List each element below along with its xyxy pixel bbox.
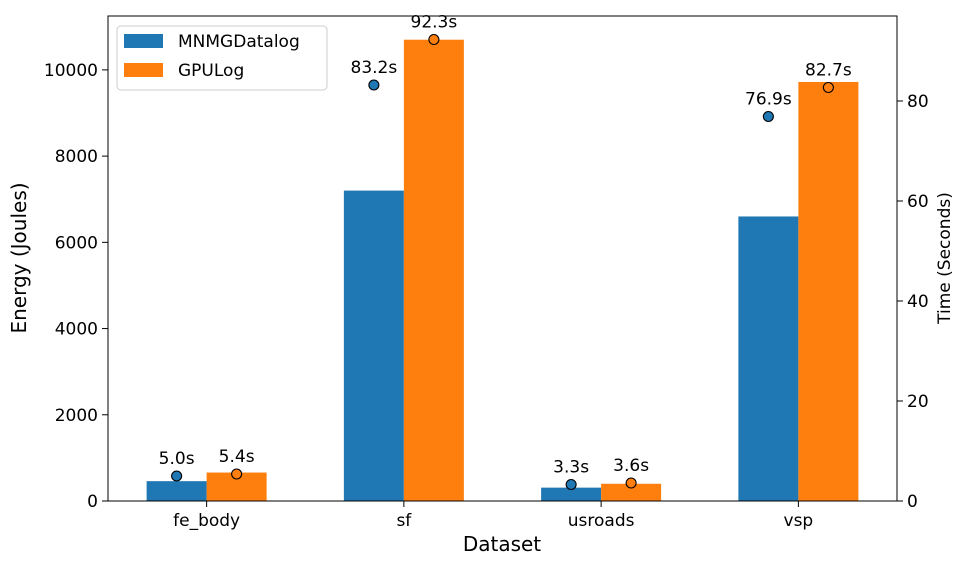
bar-GPULog-vsp xyxy=(798,81,859,502)
time-label-GPULog-sf: 92.3s xyxy=(411,13,458,33)
x-tick-label-usroads: usroads xyxy=(568,511,635,531)
y2-tick-label-20: 20 xyxy=(907,392,929,412)
x-tick-label-fe_body: fe_body xyxy=(173,511,240,531)
time-label-GPULog-fe_body: 5.4s xyxy=(219,447,255,467)
bar-MNMGDatalog-fe_body xyxy=(146,481,207,501)
plot-frame xyxy=(107,15,898,502)
y-tick-label-10000: 10000 xyxy=(44,61,98,81)
bar-MNMGDatalog-sf xyxy=(343,190,404,501)
bars-layer xyxy=(146,39,859,502)
bar-MNMGDatalog-usroads xyxy=(541,487,602,501)
legend-swatch-GPULog xyxy=(124,63,163,77)
time-point-MNMGDatalog-fe_body xyxy=(171,470,183,482)
y2-axis-title: Time (Seconds) xyxy=(935,192,955,325)
time-point-GPULog-usroads xyxy=(625,477,637,489)
y2-tick-label-80: 80 xyxy=(907,92,929,112)
y-tick-label-2000: 2000 xyxy=(55,406,98,426)
x-tick-label-sf: sf xyxy=(396,511,412,531)
y2-tick-label-40: 40 xyxy=(907,292,929,312)
legend-swatch-MNMGDatalog xyxy=(124,34,163,48)
y2-tick-label-0: 0 xyxy=(907,492,918,512)
time-label-MNMGDatalog-fe_body: 5.0s xyxy=(159,449,195,469)
time-point-GPULog-fe_body xyxy=(231,468,243,480)
bar-MNMGDatalog-vsp xyxy=(738,216,799,501)
x-tick-label-vsp: vsp xyxy=(784,511,814,531)
time-label-MNMGDatalog-sf: 83.2s xyxy=(351,58,398,78)
y-tick-label-0: 0 xyxy=(87,492,98,512)
time-label-GPULog-usroads: 3.6s xyxy=(613,456,649,476)
y-tick-label-4000: 4000 xyxy=(55,320,98,340)
time-point-MNMGDatalog-vsp xyxy=(762,110,774,123)
legend-box xyxy=(116,25,328,91)
y-tick-label-8000: 8000 xyxy=(55,147,98,167)
axes-layer: fe_body sf usroads vsp 0 2000 4000 6000 8000 1000… xyxy=(44,15,929,531)
time-label-MNMGDatalog-vsp: 76.9s xyxy=(745,90,792,110)
legend-label-GPULog: GPULog xyxy=(178,61,244,81)
legend: MNMGDatalog GPULog xyxy=(116,25,328,91)
legend-label-MNMGDatalog: MNMGDatalog xyxy=(178,32,300,52)
x-axis-title: Dataset xyxy=(463,532,541,556)
y2-tick-label-60: 60 xyxy=(907,192,929,212)
time-point-MNMGDatalog-usroads xyxy=(565,478,577,491)
time-points-layer: 5.0s 5.4s 83.2s 92.3s 3.3s 3.6s 76.9s 82.7s xyxy=(159,13,852,491)
y-axis-title: Energy (Joules) xyxy=(7,182,31,333)
time-label-GPULog-vsp: 82.7s xyxy=(805,61,852,81)
time-point-MNMGDatalog-sf xyxy=(368,79,380,91)
time-label-MNMGDatalog-usroads: 3.3s xyxy=(553,458,589,478)
bar-GPULog-sf xyxy=(403,39,464,501)
time-point-GPULog-sf xyxy=(428,33,440,46)
y-tick-label-6000: 6000 xyxy=(55,233,98,253)
time-point-GPULog-vsp xyxy=(822,81,834,94)
bar-GPULog-usroads xyxy=(601,483,662,501)
